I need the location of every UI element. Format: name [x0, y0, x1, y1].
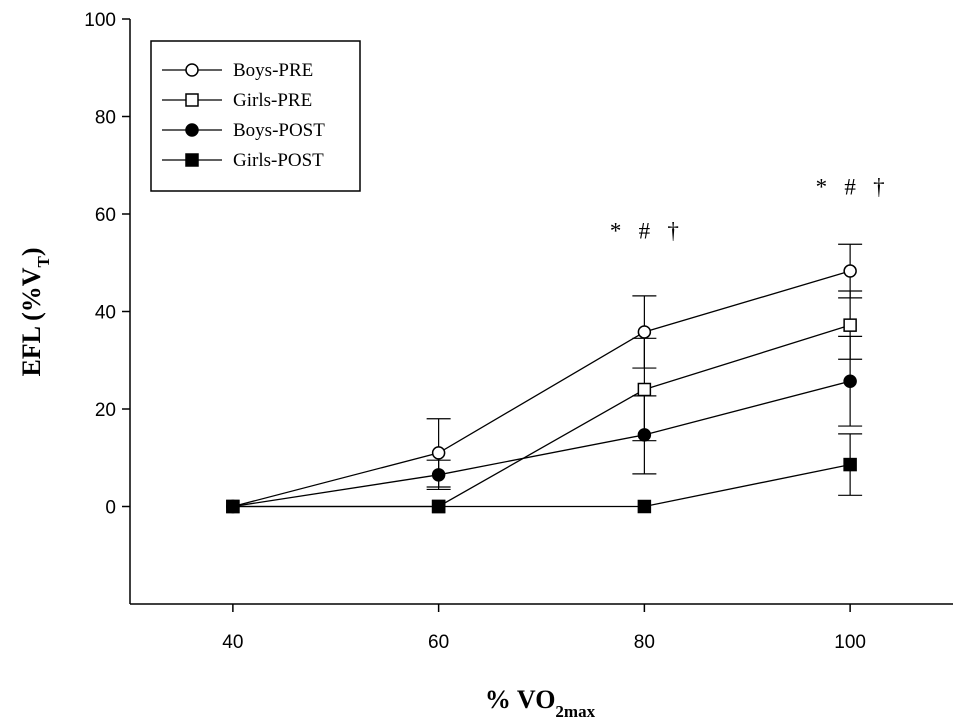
y-axis-title: EFL (%VT) — [17, 247, 53, 376]
y-axis-title-close: ) — [17, 247, 46, 256]
y-tick-label: 20 — [95, 400, 116, 421]
y-axis-ticks: 0 20 40 60 80 100 — [84, 10, 130, 519]
legend-marker — [185, 93, 199, 107]
data-point — [843, 264, 857, 278]
series-boys-pre — [226, 243, 863, 514]
series-line — [232, 380, 851, 508]
data-point — [843, 374, 857, 388]
legend-label: Girls-PRE — [233, 90, 312, 111]
y-tick-label: 60 — [95, 205, 116, 226]
legend-item: Boys-POST — [162, 120, 325, 141]
x-axis-title-sub: 2max — [555, 702, 595, 717]
data-point — [637, 325, 652, 339]
x-axis-title-main: % VO — [485, 685, 556, 714]
data-point — [637, 428, 652, 442]
data-point — [226, 499, 240, 514]
data-point — [431, 499, 446, 514]
x-tick-label: 80 — [634, 632, 655, 653]
y-tick-label: 100 — [84, 10, 116, 31]
series-boys-post — [226, 335, 863, 514]
y-axis-title-main: EFL (%V — [17, 267, 46, 376]
series-line — [232, 324, 851, 508]
legend-label: Boys-PRE — [233, 60, 313, 81]
series-line — [232, 463, 851, 508]
y-tick-label: 40 — [95, 303, 116, 324]
significance-annotation: * # † — [816, 175, 885, 200]
legend-marker — [185, 63, 199, 77]
data-point — [843, 457, 857, 472]
x-axis-ticks: 40 60 80 100 — [222, 604, 866, 653]
data-point — [637, 499, 652, 514]
legend-marker — [185, 153, 199, 167]
x-tick-label: 60 — [428, 632, 449, 653]
legend-label: Boys-POST — [233, 120, 325, 141]
y-tick-label: 0 — [105, 498, 116, 519]
series-girls-pre — [226, 290, 863, 514]
data-point — [431, 468, 446, 482]
legend: Boys-PRE Girls-PRE Boys-POST Girls-POST — [150, 40, 361, 192]
legend-label: Girls-POST — [233, 150, 324, 171]
y-axis-title-sub: T — [34, 255, 53, 267]
x-tick-label: 100 — [834, 632, 866, 653]
legend-item: Girls-PRE — [162, 90, 312, 111]
data-point — [637, 382, 652, 397]
data-point — [843, 318, 857, 332]
significance-annotation: * # † — [610, 218, 679, 243]
x-tick-label: 40 — [222, 632, 243, 653]
x-axis-title: % VO2max — [485, 685, 596, 717]
annotations: * # † * # † — [610, 175, 885, 244]
y-tick-label: 80 — [95, 108, 116, 129]
legend-item: Girls-POST — [162, 150, 324, 171]
legend-item: Boys-PRE — [162, 60, 313, 81]
data-point — [431, 446, 446, 460]
series-girls-post — [226, 433, 863, 514]
legend-marker — [185, 123, 199, 137]
series-line — [232, 270, 851, 508]
series-layer — [226, 243, 863, 514]
